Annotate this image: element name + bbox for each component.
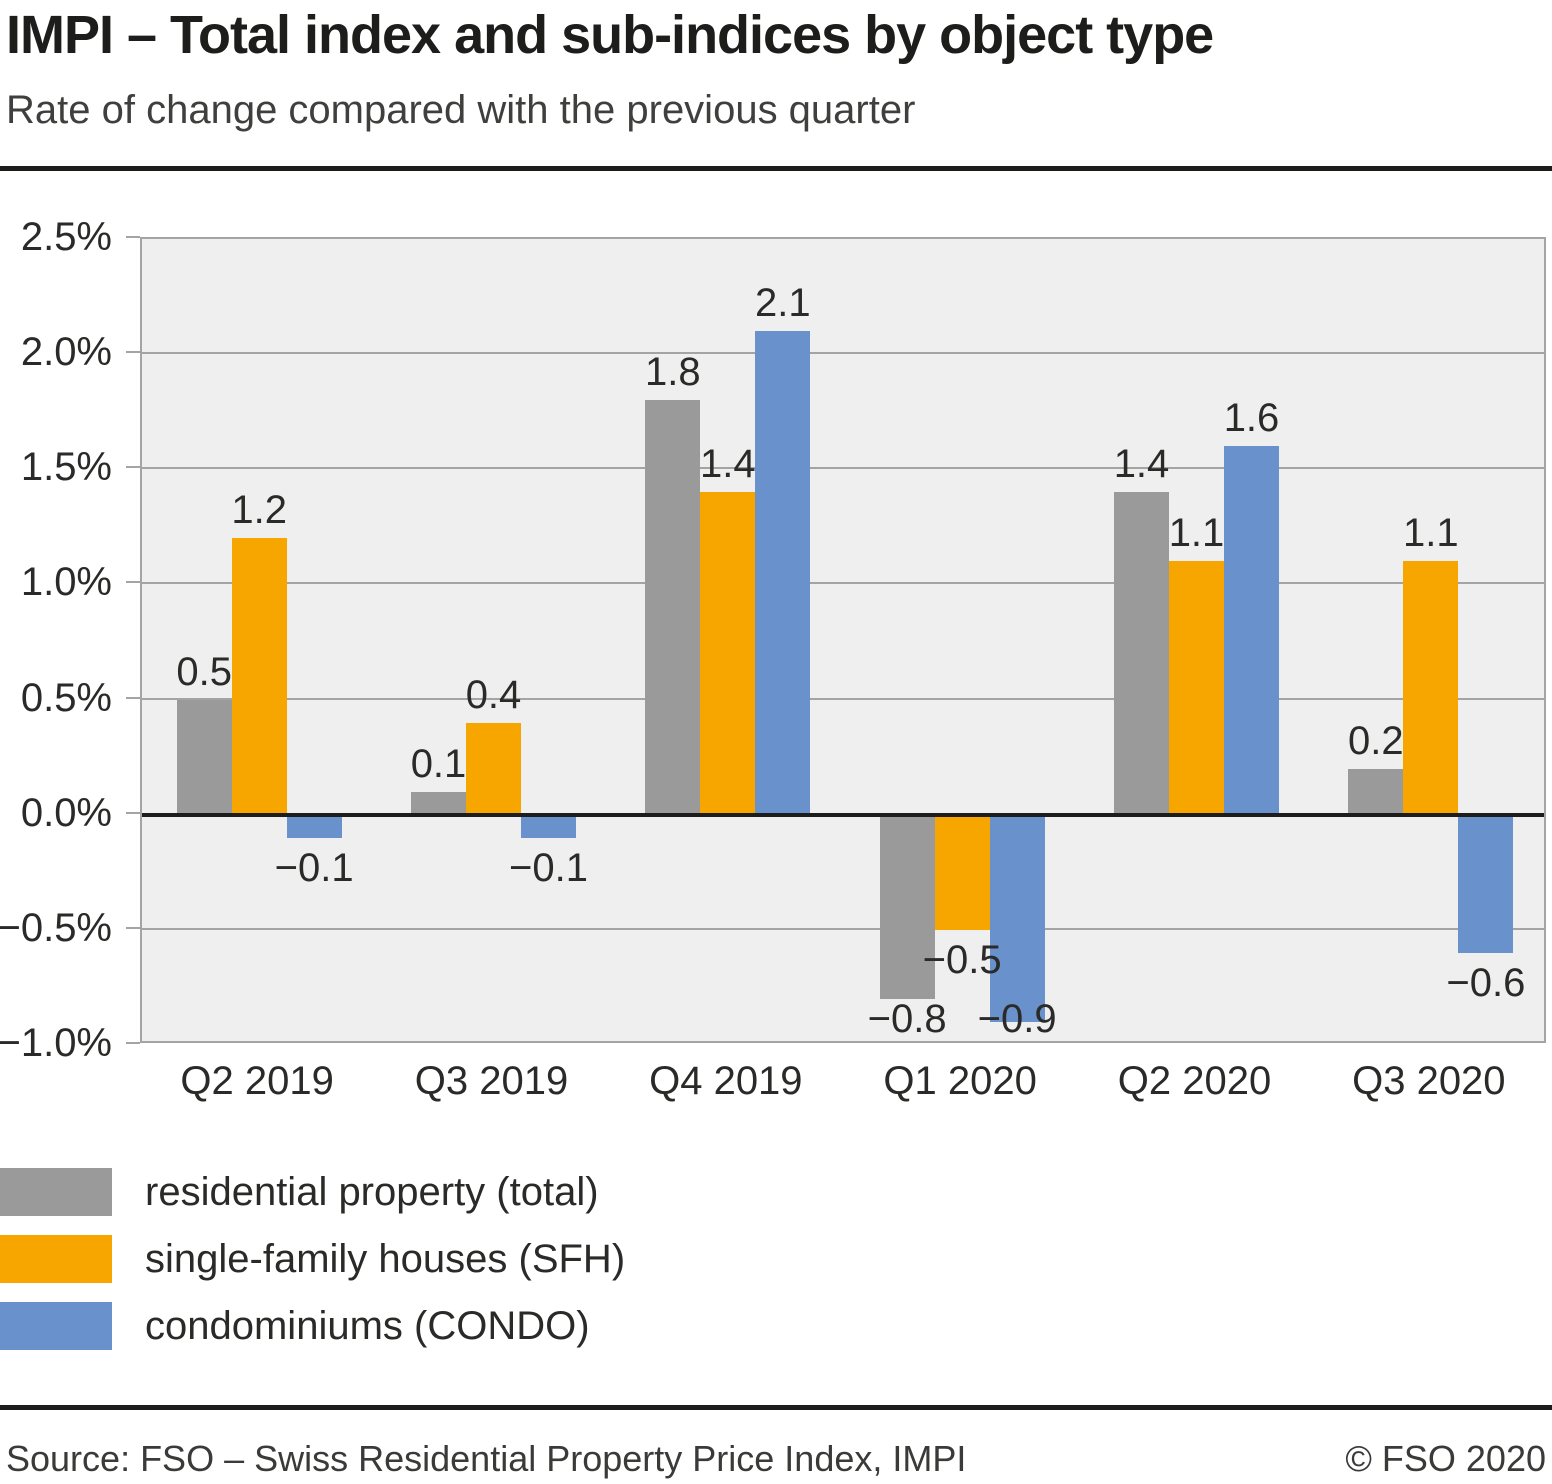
bar-gray [1114, 492, 1169, 815]
y-axis-label: 2.0% [20, 330, 112, 375]
bar-blue [521, 814, 576, 838]
copyright-note: © FSO 2020 [1345, 1438, 1546, 1479]
bar-value-label: 1.2 [231, 488, 287, 533]
bar-value-label: 0.4 [465, 672, 522, 717]
y-axis-label: −0.5% [0, 905, 112, 950]
y-axis-tick [126, 926, 140, 929]
page-title: IMPI – Total index and sub-indices by ob… [6, 5, 1214, 65]
bar-gray [411, 791, 466, 815]
bar-orange [934, 814, 990, 930]
bar-value-label: 0.1 [410, 741, 467, 786]
bar-value-label: 1.4 [700, 442, 756, 487]
y-axis-label: 0.5% [20, 675, 112, 720]
y-axis-tick [126, 1042, 140, 1044]
top-divider [0, 166, 1552, 171]
bar-value-label: −0.5 [922, 937, 1002, 982]
y-axis-label: 1.0% [20, 560, 112, 605]
gridline [142, 927, 1544, 930]
bar-blue [286, 814, 342, 838]
bar-value-label: −0.6 [1446, 960, 1526, 1005]
y-axis-tick [126, 466, 140, 469]
zero-line [142, 812, 1544, 817]
bar-value-label: 1.1 [1168, 511, 1225, 556]
bar-orange [1169, 561, 1224, 815]
gridline [142, 467, 1544, 470]
blue-swatch [0, 1302, 112, 1350]
chart-legend: residential property (total) single-famil… [0, 1168, 625, 1369]
legend-item: residential property (total) [0, 1168, 625, 1216]
bar-value-label: 0.2 [1348, 718, 1404, 763]
legend-item: single-family houses (SFH) [0, 1235, 625, 1283]
bar-gray [1348, 768, 1404, 815]
bar-gray [176, 699, 232, 815]
bar-value-label: 1.8 [645, 350, 701, 395]
bar-blue [1458, 814, 1514, 953]
bar-blue [1224, 446, 1279, 815]
x-axis-label: Q2 2019 [180, 1059, 334, 1103]
bottom-divider [0, 1405, 1552, 1410]
y-axis-label: −1.0% [0, 1021, 112, 1065]
bar-value-label: 1.6 [1223, 396, 1280, 441]
x-axis-label: Q3 2020 [1352, 1059, 1506, 1103]
y-axis-label: 1.5% [20, 445, 112, 490]
bar-blue [989, 814, 1045, 1022]
legend-item: condominiums (CONDO) [0, 1302, 625, 1350]
bar-value-label: 0.5 [176, 649, 232, 694]
x-axis-label: Q1 2020 [883, 1059, 1037, 1103]
bar-value-label: −0.1 [509, 845, 588, 890]
y-axis-tick [126, 696, 140, 699]
y-axis-label: 0.0% [20, 790, 112, 835]
bar-gray [879, 814, 935, 999]
bar-orange [231, 538, 287, 815]
footer: Source: FSO – Swiss Residential Property… [6, 1438, 1546, 1480]
orange-swatch [0, 1235, 112, 1283]
gridline [142, 697, 1544, 700]
x-axis-label: Q3 2019 [414, 1059, 569, 1103]
y-axis-tick [126, 351, 140, 354]
legend-label: residential property (total) [145, 1169, 599, 1214]
bar-value-label: −0.8 [867, 997, 947, 1041]
bar-value-label: 1.1 [1403, 511, 1459, 556]
bar-orange [1403, 561, 1459, 815]
gridline [142, 352, 1544, 355]
bar-chart: 0.5 1.2 −0.1 0.1 0.4 −0.1 1.8 1.4 2.1 −0.8 −0.5 −0.… [0, 215, 1546, 1103]
bar-value-label: −0.1 [274, 845, 354, 890]
bar-orange [466, 722, 521, 815]
chart-subtitle: Rate of change compared with the previou… [6, 88, 916, 132]
plot-area: 0.5 1.2 −0.1 0.1 0.4 −0.1 1.8 1.4 2.1 −0.8 −0.5 −0.… [140, 237, 1546, 1043]
bar-gray [645, 400, 701, 815]
gridline [142, 582, 1544, 585]
y-axis-tick [126, 811, 140, 814]
bar-blue [755, 331, 811, 815]
x-axis-label: Q4 2019 [649, 1059, 803, 1103]
bar-value-label: −0.9 [977, 997, 1057, 1041]
source-note: Source: FSO – Swiss Residential Property… [6, 1438, 967, 1479]
x-axis-label: Q2 2020 [1117, 1059, 1272, 1103]
bar-orange [700, 492, 756, 815]
y-axis-tick [126, 581, 140, 584]
y-axis-tick [126, 236, 140, 238]
legend-label: condominiums (CONDO) [145, 1303, 590, 1348]
legend-label: single-family houses (SFH) [145, 1236, 626, 1281]
y-axis-label: 2.5% [20, 215, 112, 259]
gray-swatch [0, 1168, 112, 1216]
bar-value-label: 1.4 [1113, 442, 1170, 487]
bar-value-label: 2.1 [755, 281, 811, 326]
